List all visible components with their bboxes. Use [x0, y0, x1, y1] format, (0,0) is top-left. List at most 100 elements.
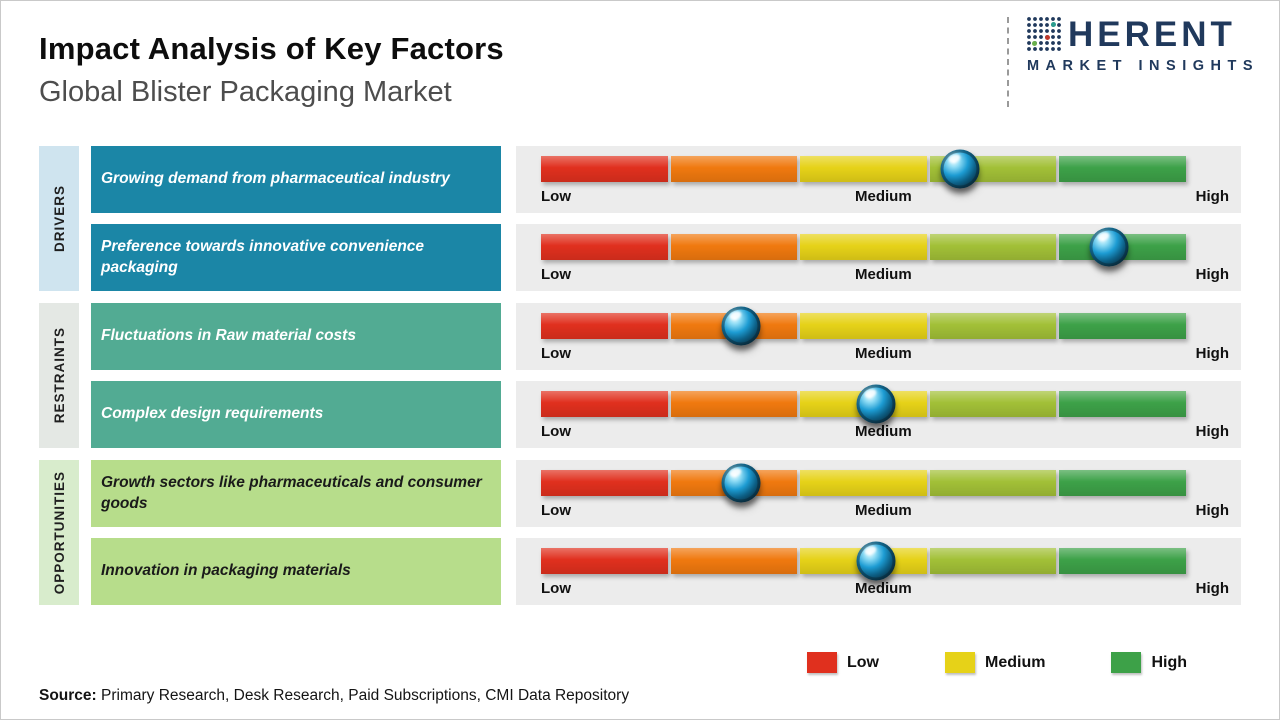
factor-label: Complex design requirements [91, 381, 501, 448]
factor-label: Growth sectors like pharmaceuticals and … [91, 460, 501, 527]
source-line: Source: Primary Research, Desk Research,… [39, 687, 629, 705]
scale-labels: Low Medium High [541, 580, 1229, 597]
scale-segment-3 [800, 313, 927, 339]
scale-segment-1 [541, 548, 668, 574]
scale-track [541, 149, 1186, 189]
factor-row: Complex design requirements Low [91, 381, 1241, 448]
category-cell-restraints: RESTRAINTS [39, 303, 79, 448]
scale-label-low: Low [541, 266, 571, 283]
impact-marker-sphere [856, 541, 896, 581]
category-band-restraints: RESTRAINTS Fluctuations in Raw material … [39, 303, 1241, 448]
scale-segment-4 [929, 234, 1057, 260]
page-subtitle: Global Blister Packaging Market [39, 76, 452, 108]
scale-label-medium: Medium [855, 188, 912, 205]
legend-swatch-low [807, 652, 837, 673]
legend-label-medium: Medium [985, 653, 1046, 671]
impact-scale: Low Medium High [516, 146, 1241, 213]
impact-matrix: DRIVERS Growing demand from pharmaceutic… [39, 146, 1241, 605]
scale-track [541, 463, 1186, 503]
logo-mosaic-icon [1024, 15, 1063, 53]
impact-scale: Low Medium High [516, 303, 1241, 370]
scale-label-medium: Medium [855, 580, 912, 597]
impact-scale: Low Medium High [516, 460, 1241, 527]
scale-segment-1 [541, 234, 668, 260]
source-text: Primary Research, Desk Research, Paid Su… [96, 687, 630, 704]
scale-segment-3 [800, 234, 927, 260]
scale-label-high: High [1195, 423, 1229, 440]
legend-label-low: Low [847, 653, 879, 671]
scale-label-high: High [1195, 502, 1229, 519]
category-cell-opportunities: OPPORTUNITIES [39, 460, 79, 605]
scale-segment-4 [929, 548, 1057, 574]
scale-labels: Low Medium High [541, 345, 1229, 362]
source-label: Source: [39, 687, 97, 704]
scale-labels: Low Medium High [541, 188, 1229, 205]
category-label: RESTRAINTS [51, 327, 67, 424]
impact-marker-sphere [721, 306, 761, 346]
scale-segment-5 [1059, 548, 1186, 574]
scale-segment-3 [800, 470, 927, 496]
scale-segment-4 [929, 313, 1057, 339]
scale-segment-5 [1059, 470, 1186, 496]
brand-logo: HERENT MARKET INSIGHTS [1006, 14, 1259, 107]
legend-item-medium: Medium [945, 652, 1045, 673]
scale-track [541, 384, 1186, 424]
impact-scale: Low Medium High [516, 538, 1241, 605]
category-label: OPPORTUNITIES [51, 470, 67, 595]
scale-segment-5 [1059, 156, 1186, 182]
factor-label: Growing demand from pharmaceutical indus… [91, 146, 501, 213]
scale-track [541, 306, 1186, 346]
scale-segment-3 [800, 156, 927, 182]
scale-segment-5 [1059, 391, 1186, 417]
scale-segment-2 [670, 234, 798, 260]
scale-labels: Low Medium High [541, 266, 1229, 283]
scale-label-medium: Medium [855, 502, 912, 519]
scale-label-low: Low [541, 345, 571, 362]
scale-segment-5 [1059, 313, 1186, 339]
legend-item-high: High [1111, 652, 1187, 673]
scale-label-low: Low [541, 188, 571, 205]
factor-row: Fluctuations in Raw material costs [91, 303, 1241, 370]
scale-label-low: Low [541, 580, 571, 597]
scale-label-low: Low [541, 423, 571, 440]
scale-segment-1 [541, 156, 668, 182]
scale-track [541, 227, 1186, 267]
scale-label-medium: Medium [855, 345, 912, 362]
factor-row: Preference towards innovative convenienc… [91, 224, 1241, 291]
scale-labels: Low Medium High [541, 502, 1229, 519]
category-label: DRIVERS [51, 184, 67, 252]
factor-row: Innovation in packaging materials L [91, 538, 1241, 605]
page-title: Impact Analysis of Key Factors [39, 31, 504, 66]
impact-marker-sphere [856, 384, 896, 424]
category-band-drivers: DRIVERS Growing demand from pharmaceutic… [39, 146, 1241, 291]
legend-swatch-medium [945, 652, 975, 673]
scale-segment-4 [929, 470, 1057, 496]
dashed-divider [1006, 17, 1009, 107]
scale-track [541, 541, 1186, 581]
impact-marker-sphere [940, 149, 980, 189]
scale-segment-2 [670, 391, 798, 417]
factor-row: Growth sectors like pharmaceuticals and … [91, 460, 1241, 527]
logo-tagline: MARKET INSIGHTS [1026, 58, 1259, 74]
logo-wordmark: HERENT [1067, 14, 1236, 54]
scale-label-medium: Medium [855, 266, 912, 283]
factor-label: Fluctuations in Raw material costs [91, 303, 501, 370]
legend-label-high: High [1151, 653, 1187, 671]
scale-label-high: High [1195, 188, 1229, 205]
header: Impact Analysis of Key Factors Global Bl… [39, 31, 504, 109]
impact-marker-sphere [1089, 227, 1129, 267]
impact-scale: Low Medium High [516, 224, 1241, 291]
impact-marker-sphere [721, 463, 761, 503]
category-cell-drivers: DRIVERS [39, 146, 79, 291]
category-band-opportunities: OPPORTUNITIES Growth sectors like pharma… [39, 460, 1241, 605]
scale-label-low: Low [541, 502, 571, 519]
legend-swatch-high [1111, 652, 1142, 673]
factor-row: Growing demand from pharmaceutical indus… [91, 146, 1241, 213]
scale-labels: Low Medium High [541, 423, 1229, 440]
scale-label-high: High [1195, 345, 1229, 362]
factor-label: Preference towards innovative convenienc… [91, 224, 501, 291]
scale-segment-1 [541, 391, 668, 417]
impact-scale: Low Medium High [516, 381, 1241, 448]
scale-segment-4 [929, 391, 1057, 417]
